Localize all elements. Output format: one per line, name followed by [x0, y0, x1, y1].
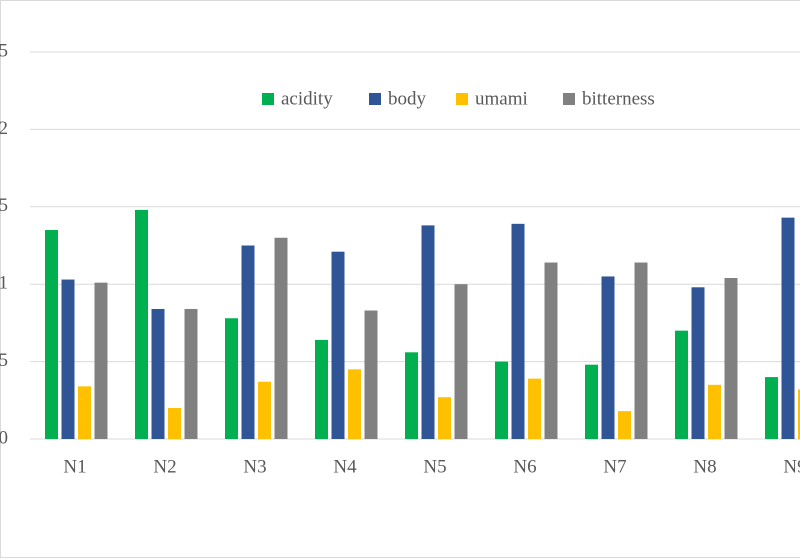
bar	[184, 308, 198, 439]
bar	[94, 282, 108, 439]
legend-swatch	[563, 93, 575, 105]
x-tick-label: N5	[423, 456, 446, 477]
x-tick-label: N7	[603, 456, 626, 477]
bar	[274, 237, 288, 439]
bar	[798, 389, 800, 439]
legend-swatch	[369, 93, 381, 105]
bar	[781, 217, 795, 439]
bar	[511, 223, 525, 439]
bar	[585, 364, 598, 439]
x-tick-label: N3	[243, 456, 266, 477]
bar	[168, 408, 181, 439]
legend-label: bitterness	[582, 88, 655, 109]
legend-label: body	[388, 88, 427, 109]
x-tick-label: N9	[783, 456, 800, 477]
y-tick-label: 2	[0, 118, 8, 139]
bar	[135, 209, 148, 439]
bar	[724, 278, 738, 439]
bar	[495, 361, 508, 439]
x-tick-label: N2	[153, 456, 176, 477]
bar	[331, 251, 345, 439]
legend-swatch	[456, 93, 468, 105]
bar	[78, 386, 91, 439]
bar	[225, 318, 238, 439]
bar	[364, 310, 378, 439]
y-tick-label: 0	[0, 427, 8, 448]
x-tick-label: N4	[333, 456, 357, 477]
bar	[601, 276, 615, 439]
bar	[405, 352, 418, 439]
bar	[315, 339, 328, 439]
bar	[348, 369, 361, 439]
y-tick-label: 0.5	[0, 350, 8, 371]
bar	[675, 330, 688, 439]
x-tick-label: N6	[513, 456, 536, 477]
bar	[438, 397, 451, 439]
y-tick-label: 1	[0, 273, 8, 294]
legend-swatch	[262, 93, 274, 105]
bar	[691, 287, 705, 439]
bar	[765, 377, 778, 439]
bar	[454, 284, 468, 439]
bar	[258, 381, 271, 439]
legend-label: acidity	[281, 88, 333, 109]
x-tick-label: N8	[693, 456, 716, 477]
bar	[61, 279, 75, 439]
bar	[544, 262, 558, 439]
bar	[634, 262, 648, 439]
y-tick-label: 1.5	[0, 195, 8, 216]
legend-label: umami	[475, 88, 528, 109]
bar	[241, 245, 255, 439]
bar	[45, 230, 58, 439]
bar	[528, 378, 541, 439]
x-tick-label: N1	[63, 456, 86, 477]
bar	[618, 411, 631, 439]
bar	[151, 308, 165, 439]
bar	[421, 225, 435, 439]
y-tick-label: 2.5	[0, 40, 8, 61]
bar	[708, 384, 721, 439]
